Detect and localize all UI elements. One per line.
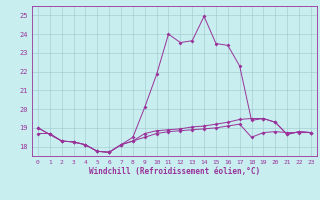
X-axis label: Windchill (Refroidissement éolien,°C): Windchill (Refroidissement éolien,°C) [89, 167, 260, 176]
